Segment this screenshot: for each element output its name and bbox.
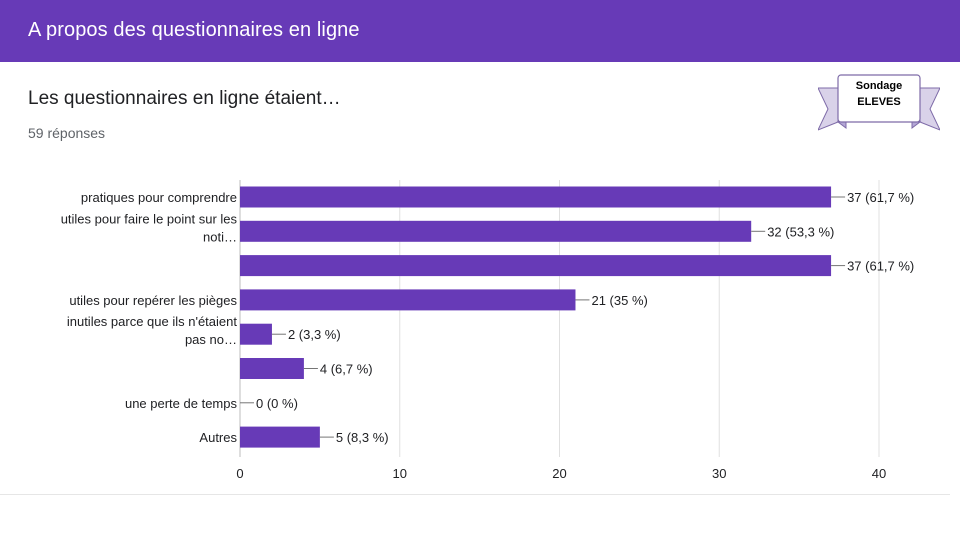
ribbon-banner-icon xyxy=(818,74,940,131)
category-label: pratiques pour comprendre xyxy=(81,190,237,205)
bar xyxy=(240,186,832,208)
value-label: 37 (61,7 %) xyxy=(847,259,914,274)
value-label: 4 (6,7 %) xyxy=(320,362,373,377)
value-label: 5 (8,3 %) xyxy=(336,430,389,445)
category-label: Autres xyxy=(199,430,237,445)
bar xyxy=(240,220,752,242)
category-label: utiles pour faire le point sur les xyxy=(61,211,238,226)
x-tick-label: 0 xyxy=(236,466,243,481)
badge-line-1: Sondage xyxy=(855,80,903,92)
sondage-badge: Sondage ELEVES xyxy=(818,74,940,132)
form-section-title: A propos des questionnaires en ligne xyxy=(28,19,360,41)
category-label: noti… xyxy=(203,229,237,244)
form-header: A propos des questionnaires en ligne xyxy=(0,0,960,62)
category-label: une perte de temps xyxy=(125,396,238,411)
bar xyxy=(240,255,832,277)
value-label: 37 (61,7 %) xyxy=(847,190,914,205)
divider xyxy=(0,494,950,495)
badge-line-2: ELEVES xyxy=(857,96,901,108)
value-label: 2 (3,3 %) xyxy=(288,327,341,342)
bar xyxy=(240,323,272,345)
badge-text: Sondage ELEVES xyxy=(838,78,920,110)
response-count: 59 réponses xyxy=(28,125,106,141)
category-label: pas no… xyxy=(185,332,237,347)
x-tick-label: 10 xyxy=(393,466,407,481)
x-tick-label: 30 xyxy=(712,466,726,481)
category-label: inutiles parce que ils n'étaient xyxy=(67,314,238,329)
category-label: utiles pour repérer les pièges xyxy=(69,293,237,308)
value-label: 0 (0 %) xyxy=(256,396,298,411)
bar-chart: 0 10 20 30 40 37 (61,7 %) pratiques pour compr… xyxy=(61,180,914,481)
x-tick-label: 20 xyxy=(552,466,566,481)
value-label: 32 (53,3 %) xyxy=(767,224,834,239)
bar xyxy=(240,358,304,379)
value-label: 21 (35 %) xyxy=(591,293,647,308)
bar xyxy=(240,289,576,311)
bar xyxy=(240,426,320,448)
question-title: Les questionnaires en ligne étaient… xyxy=(28,88,341,109)
x-tick-label: 40 xyxy=(872,466,886,481)
